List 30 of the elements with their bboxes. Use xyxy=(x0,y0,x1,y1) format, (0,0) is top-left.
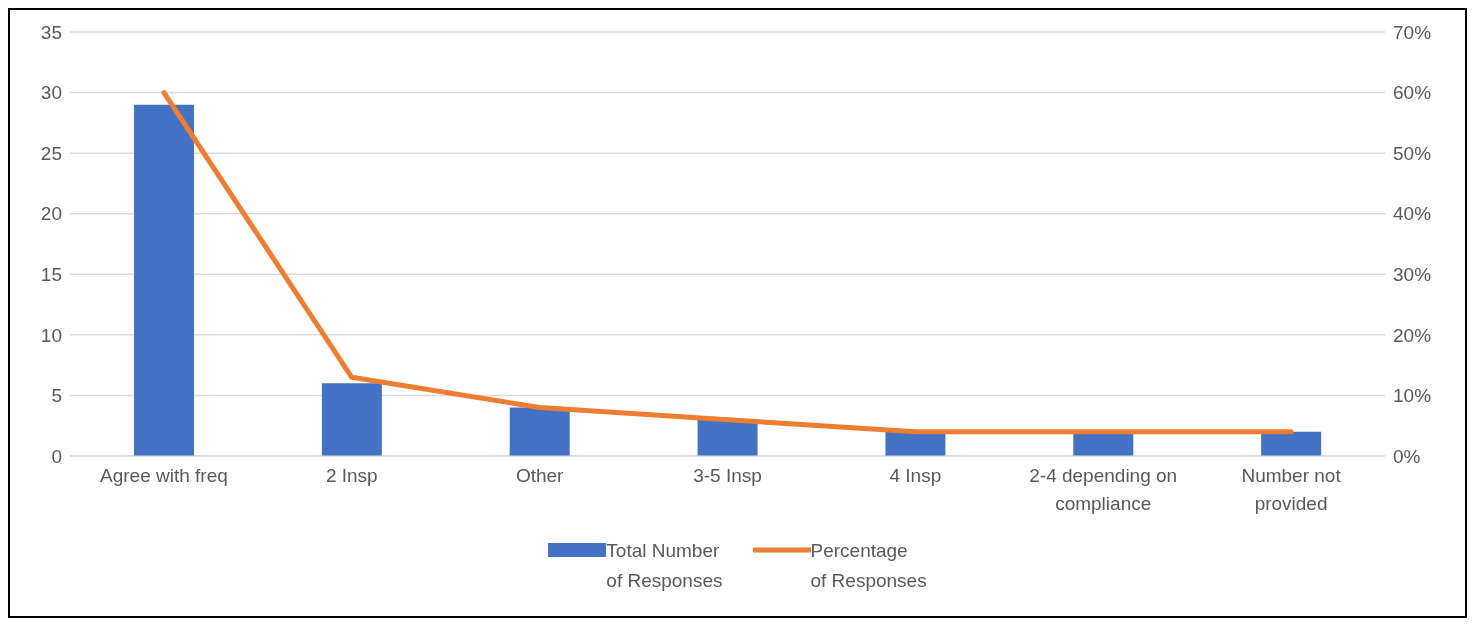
y-tick-label: 20 xyxy=(40,203,62,225)
y-tick-label: 0 xyxy=(51,445,62,467)
x-tick-label: Other xyxy=(515,465,565,486)
y-tick-label: 30 xyxy=(40,82,62,104)
y2-tick-label: 30% xyxy=(1393,264,1432,286)
y2-tick-label: 70% xyxy=(1393,21,1432,43)
bar xyxy=(321,383,382,456)
y2-tick-label: 10% xyxy=(1393,385,1432,407)
y-tick-label: 35 xyxy=(40,21,62,43)
y2-tick-label: 60% xyxy=(1393,82,1432,104)
legend-label: Total Number of Responses xyxy=(606,539,723,593)
bar xyxy=(1261,431,1322,456)
y2-tick-label: 0% xyxy=(1393,445,1421,467)
y2-tick-label: 50% xyxy=(1393,142,1432,164)
x-tick-label: 3-5 Insp xyxy=(693,465,762,486)
y2-tick-label: 40% xyxy=(1393,203,1432,225)
x-tick-label: Number not provided xyxy=(1241,465,1342,514)
bar xyxy=(134,104,194,456)
x-tick-label: 4 Insp xyxy=(889,465,942,486)
y-tick-label: 25 xyxy=(40,142,62,164)
legend-label: Percentage of Responses xyxy=(810,539,927,593)
bar xyxy=(509,407,570,456)
x-tick-label: 2-4 depending on compliance xyxy=(1029,465,1178,514)
bar xyxy=(697,419,758,456)
x-tick-label: Agree with freq xyxy=(100,465,228,486)
y-tick-label: 15 xyxy=(40,264,62,286)
x-tick-label: 2 Insp xyxy=(325,465,378,486)
y-tick-label: 5 xyxy=(51,385,62,407)
y-tick-label: 10 xyxy=(40,324,62,346)
y2-tick-label: 20% xyxy=(1393,324,1432,346)
